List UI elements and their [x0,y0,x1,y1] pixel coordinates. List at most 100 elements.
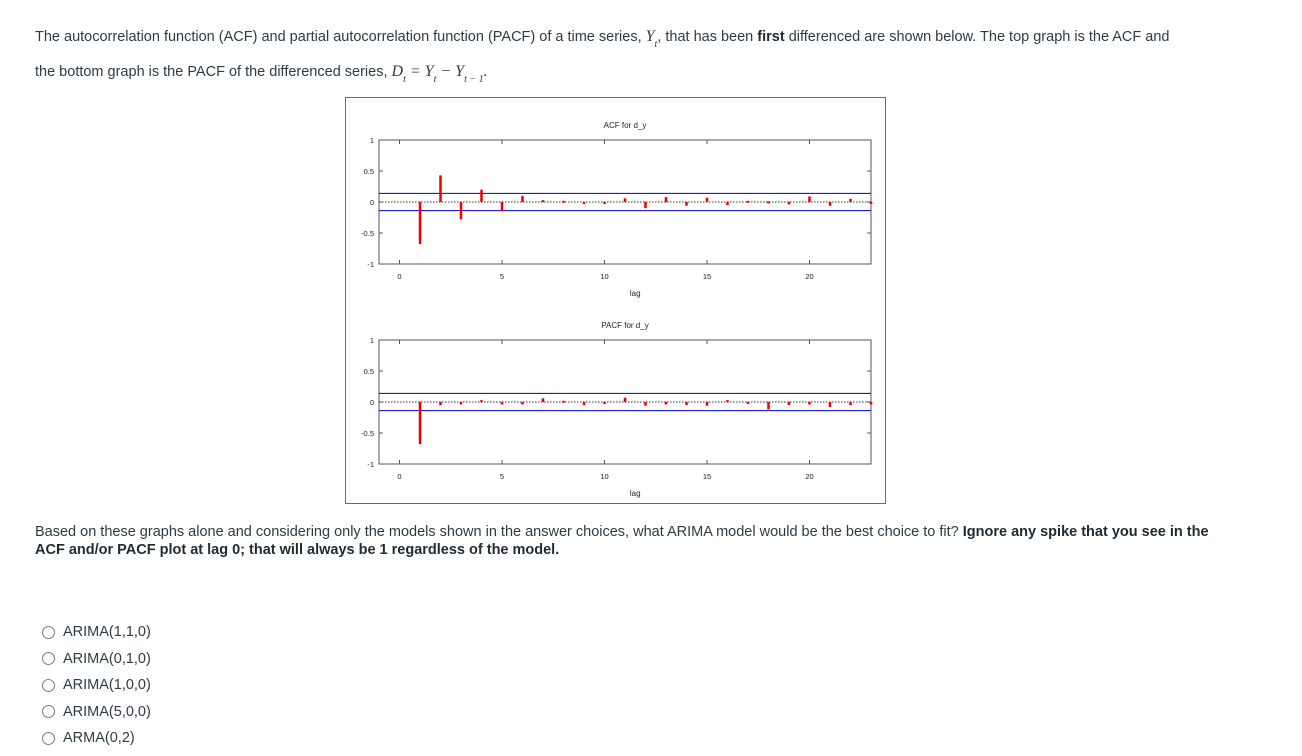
acf-xlabel: lag [630,289,641,298]
question-line-1: The autocorrelation function (ACF) and p… [35,28,1169,50]
radio-button[interactable] [42,678,55,692]
acf-title: ACF for d_y [604,121,647,130]
pacf-xlabel: lag [630,489,641,498]
choice-label: ARIMA(1,1,0) [63,624,151,641]
radio-button[interactable] [42,652,55,666]
acf-spike [500,202,504,212]
choice-label: ARIMA(5,0,0) [63,703,151,720]
pacf-xtick-label: 5 [500,472,504,481]
pacf-spike [603,402,606,404]
choice-label: ARMA(0,2) [63,730,135,747]
acf-xtick-label: 0 [397,272,401,281]
pacf-spike [849,402,852,406]
acf-spike [746,200,750,203]
pacf-spike [439,402,442,406]
acf-xtick-label: 5 [500,272,504,281]
acf-spike [541,200,545,203]
choice-arima-100[interactable]: ARIMA(1,0,0) [42,672,151,699]
pacf-spike [828,402,832,407]
acf-spike [582,202,586,204]
acf-spike [664,197,668,202]
pacf-xtick-label: 10 [600,472,608,481]
pacf-spike [541,398,545,402]
acf-xtick-label: 20 [805,272,813,281]
pacf-title: PACF for d_y [601,321,648,330]
choice-arima-110[interactable]: ARIMA(1,1,0) [42,619,151,646]
acf-spike [808,196,811,202]
question-line2-text: the bottom graph is the PACF of the diff… [35,64,388,80]
acf-spike [849,198,852,202]
choice-arima-500[interactable]: ARIMA(5,0,0) [42,699,151,726]
pacf-ytick-label: 1 [370,336,374,345]
acf-xtick-label: 15 [703,272,711,281]
pacf-spike [664,402,668,405]
radio-button[interactable] [42,625,55,639]
pacf-spike [644,402,647,406]
acf-spike [459,202,463,220]
pacf-spike [787,402,791,406]
question-line-2: the bottom graph is the PACF of the diff… [35,63,488,85]
choice-label: ARIMA(0,1,0) [63,650,151,667]
acf-spike [562,200,565,203]
pacf-ytick-label: 0 [370,398,374,407]
acf-pacf-figure: ACF for d_y lag 1 0.5 0 -0.5 -1 0 5 10 15 20 PACF fo… [345,97,886,504]
acf-spike [418,202,422,245]
pacf-spike [685,402,688,406]
acf-ytick-label: 1 [370,136,374,145]
pacf-spike [705,402,709,406]
pacf-spike [726,400,729,403]
acf-spike [767,201,770,204]
acf-spike [480,189,483,202]
acf-spike [726,202,729,206]
pacf-spike [459,402,463,405]
pacf-spike [623,397,627,402]
acf-spike [644,202,647,209]
acf-ytick-label: -1 [367,260,374,269]
acf-ytick-label: 0 [370,198,374,207]
acf-ytick-label: 0.5 [364,167,374,176]
choice-label: ARIMA(1,0,0) [63,677,151,694]
pacf-spike [500,402,504,405]
acf-spike [623,198,627,202]
pacf-ytick-label: -0.5 [361,429,374,438]
question-intro-1: The autocorrelation function (ACF) and p… [35,29,642,45]
acf-xtick-label: 10 [600,272,608,281]
choice-arima-010[interactable]: ARIMA(0,1,0) [42,646,151,673]
acf-spike [787,202,791,205]
followup-bold-note: Ignore any spike that you see in the ACF… [35,524,1209,558]
pacf-spike [808,402,811,405]
pacf-xtick-label: 20 [805,472,813,481]
pacf-spike [869,402,873,405]
radio-button[interactable] [42,731,55,745]
choice-arma-02[interactable]: ARMA(0,2) [42,725,151,752]
pacf-spike [582,402,586,406]
acf-spike [869,202,873,204]
pacf-ytick-label: 0.5 [364,367,374,376]
followup-question: Based on these graphs alone and consider… [35,523,1225,559]
pacf-spike [767,402,770,410]
pacf-ytick-label: -1 [367,460,374,469]
followup-text: Based on these graphs alone and consider… [35,524,959,540]
pacf-spike [746,402,750,404]
difference-formula: Dt = Yt − Yt − 1. [391,63,488,85]
acf-spike [603,202,606,204]
pacf-spike [562,400,565,403]
bold-first: first [757,29,785,45]
acf-spike [439,175,442,202]
acf-spike [521,195,524,202]
question-intro-3: differenced are shown below. The top gra… [788,29,1170,45]
series-symbol: Yt [645,28,658,50]
pacf-spike [521,402,524,405]
pacf-spike [480,400,483,403]
answer-choices: ARIMA(1,1,0) ARIMA(0,1,0) ARIMA(1,0,0) A… [42,619,151,752]
acf-spike [705,197,709,202]
acf-spike [828,202,832,206]
radio-button[interactable] [42,705,55,719]
pacf-xtick-label: 15 [703,472,711,481]
acf-spike [685,202,688,206]
acf-ytick-label: -0.5 [361,229,374,238]
pacf-spike [418,402,422,445]
question-intro-2: , that has been [657,29,754,45]
pacf-xtick-label: 0 [397,472,401,481]
